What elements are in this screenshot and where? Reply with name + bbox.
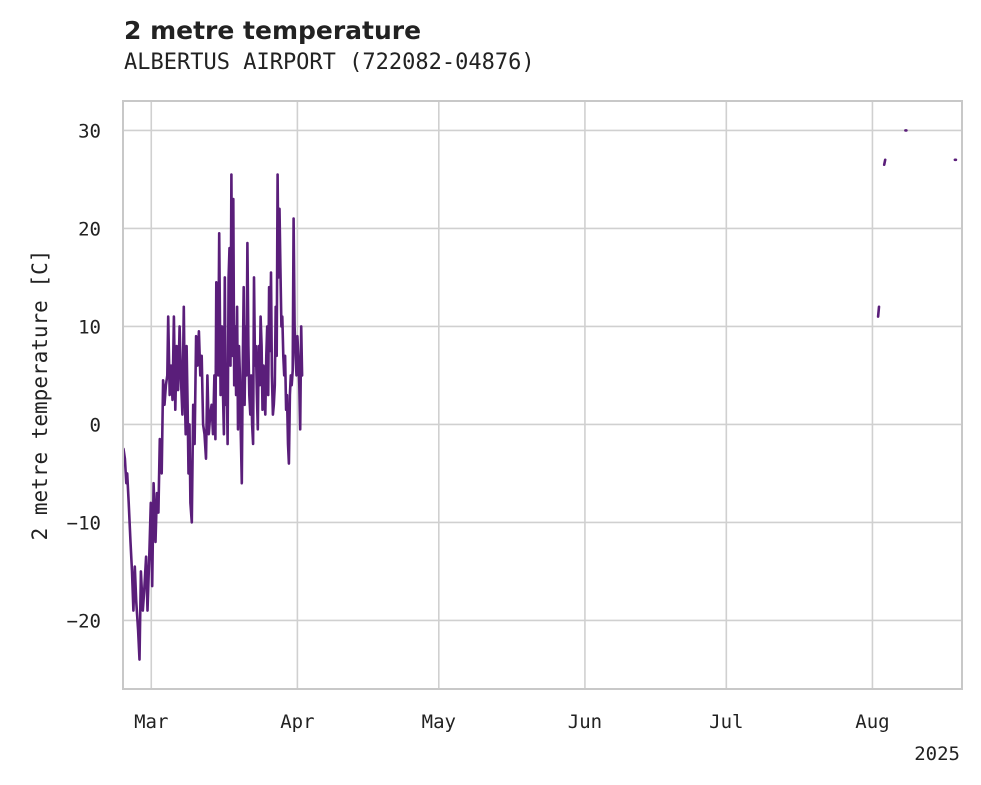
- y-tick-label: 20: [78, 218, 101, 240]
- series-line: [882, 158, 887, 166]
- plot-frame: [122, 100, 963, 690]
- y-tick-label: −20: [67, 610, 101, 632]
- x-tick-label: Aug: [855, 711, 889, 733]
- x-tick-label: Apr: [280, 711, 314, 733]
- x-tick-label: Jun: [568, 711, 602, 733]
- chart-subtitle: ALBERTUS AIRPORT (722082-04876): [124, 50, 535, 75]
- x-year-label: 2025: [914, 743, 960, 765]
- series-layer: [122, 129, 958, 661]
- y-tick-label: −10: [67, 512, 101, 534]
- x-tick-label: Jul: [709, 711, 743, 733]
- series-line: [122, 173, 304, 661]
- y-tick-labels: −20 −10 0 10 20 30: [67, 120, 101, 632]
- y-tick-label: 30: [78, 120, 101, 142]
- chart-title: 2 metre temperature: [124, 16, 422, 45]
- y-tick-label: 0: [90, 414, 101, 436]
- x-tick-label: May: [422, 711, 456, 733]
- x-tick-label: Mar: [134, 711, 168, 733]
- series-line: [876, 305, 881, 318]
- x-tick-labels: Mar Apr May Jun Jul Aug: [134, 711, 889, 733]
- y-axis-label: 2 metre temperature [C]: [28, 250, 52, 541]
- grid-lines: [123, 101, 962, 689]
- y-tick-label: 10: [78, 316, 101, 338]
